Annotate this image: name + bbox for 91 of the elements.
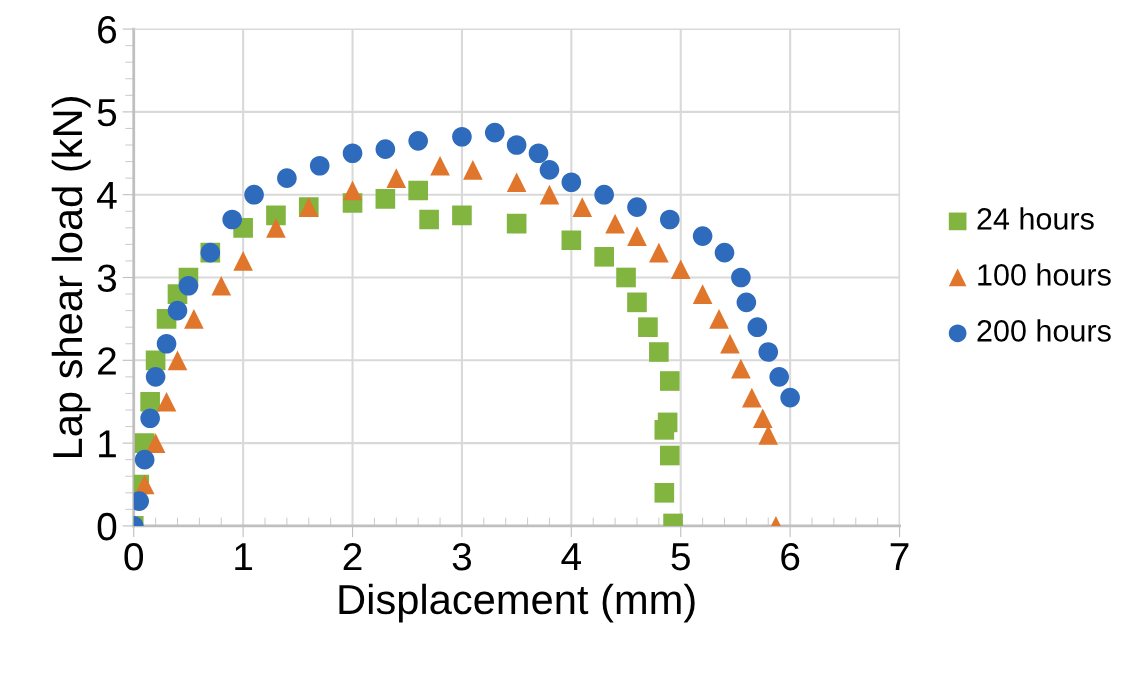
- y-tick-label: 1: [99, 430, 116, 458]
- x-tick-label: 5: [671, 543, 690, 571]
- point: [266, 205, 286, 226]
- point: [720, 333, 740, 354]
- y-tick-label: 6: [98, 16, 117, 44]
- point: [266, 217, 286, 238]
- point: [156, 391, 177, 412]
- point: [309, 155, 330, 176]
- x-tick-label: 4: [561, 543, 582, 571]
- point: [627, 197, 647, 217]
- point: [342, 143, 363, 164]
- y-tick-label: 5: [97, 99, 117, 127]
- y-axis-title: Lap shear load (kN): [51, 97, 91, 458]
- point: [649, 242, 669, 263]
- point: [780, 387, 800, 408]
- point: [659, 445, 680, 466]
- point: [670, 259, 691, 280]
- point: [731, 267, 751, 288]
- point: [758, 342, 779, 362]
- point: [654, 482, 675, 503]
- point: [627, 226, 647, 246]
- point: [484, 122, 505, 143]
- x-tick-label: 7: [890, 543, 909, 571]
- point: [752, 408, 773, 429]
- point: [605, 213, 625, 234]
- point: [342, 180, 363, 201]
- point: [506, 172, 527, 193]
- point: [731, 358, 751, 379]
- point: [244, 184, 264, 205]
- y-tick-label: 0: [97, 512, 117, 541]
- x-tick-label: 2: [343, 542, 362, 571]
- point: [178, 275, 199, 296]
- point: [594, 246, 614, 267]
- point: [375, 139, 396, 159]
- x-tick-label: 3: [452, 542, 472, 571]
- point: [211, 275, 232, 296]
- point: [539, 160, 560, 180]
- point: [463, 160, 483, 180]
- point: [184, 309, 204, 329]
- point: [572, 197, 593, 217]
- point: [419, 209, 439, 230]
- point: [452, 126, 472, 147]
- x-tick-label: 0: [124, 542, 144, 571]
- point: [140, 408, 160, 429]
- point: [747, 317, 768, 337]
- point: [659, 371, 680, 391]
- point: [561, 172, 582, 193]
- point: [145, 367, 166, 387]
- point: [692, 284, 713, 304]
- point: [649, 342, 669, 362]
- point: [692, 226, 713, 246]
- legend-label: 200 hours: [977, 319, 1111, 342]
- point: [408, 180, 428, 201]
- point: [638, 317, 658, 337]
- point: [742, 387, 762, 408]
- point: [594, 184, 614, 205]
- point: [167, 300, 188, 321]
- point: [659, 209, 680, 230]
- x-tick-label: 6: [781, 542, 800, 571]
- x-tick-label: 1: [235, 543, 253, 571]
- point: [156, 333, 177, 354]
- point: [145, 433, 166, 453]
- point: [714, 242, 735, 263]
- point: [539, 184, 560, 205]
- point: [134, 449, 155, 470]
- point: [222, 209, 243, 230]
- point: [408, 131, 428, 151]
- point: [386, 168, 407, 188]
- point: [616, 267, 636, 288]
- point: [375, 189, 396, 209]
- legend-label: 24 hours: [977, 207, 1094, 230]
- point: [430, 155, 450, 176]
- point: [452, 205, 472, 226]
- point: [506, 135, 527, 155]
- point: [736, 292, 757, 313]
- point: [654, 420, 675, 440]
- point: [561, 230, 582, 251]
- point: [233, 251, 253, 271]
- point: [709, 309, 729, 329]
- x-axis-title: Displacement (mm): [339, 583, 695, 623]
- point: [769, 367, 790, 387]
- point: [627, 292, 647, 313]
- y-tick-label: 2: [98, 347, 116, 375]
- y-tick-label: 3: [97, 264, 117, 292]
- legend-label: 100 hours: [978, 263, 1111, 286]
- point: [167, 350, 188, 371]
- point: [758, 425, 779, 445]
- point: [506, 213, 527, 234]
- y-tick-label: 4: [97, 182, 117, 209]
- point: [277, 168, 297, 188]
- point: [528, 143, 549, 164]
